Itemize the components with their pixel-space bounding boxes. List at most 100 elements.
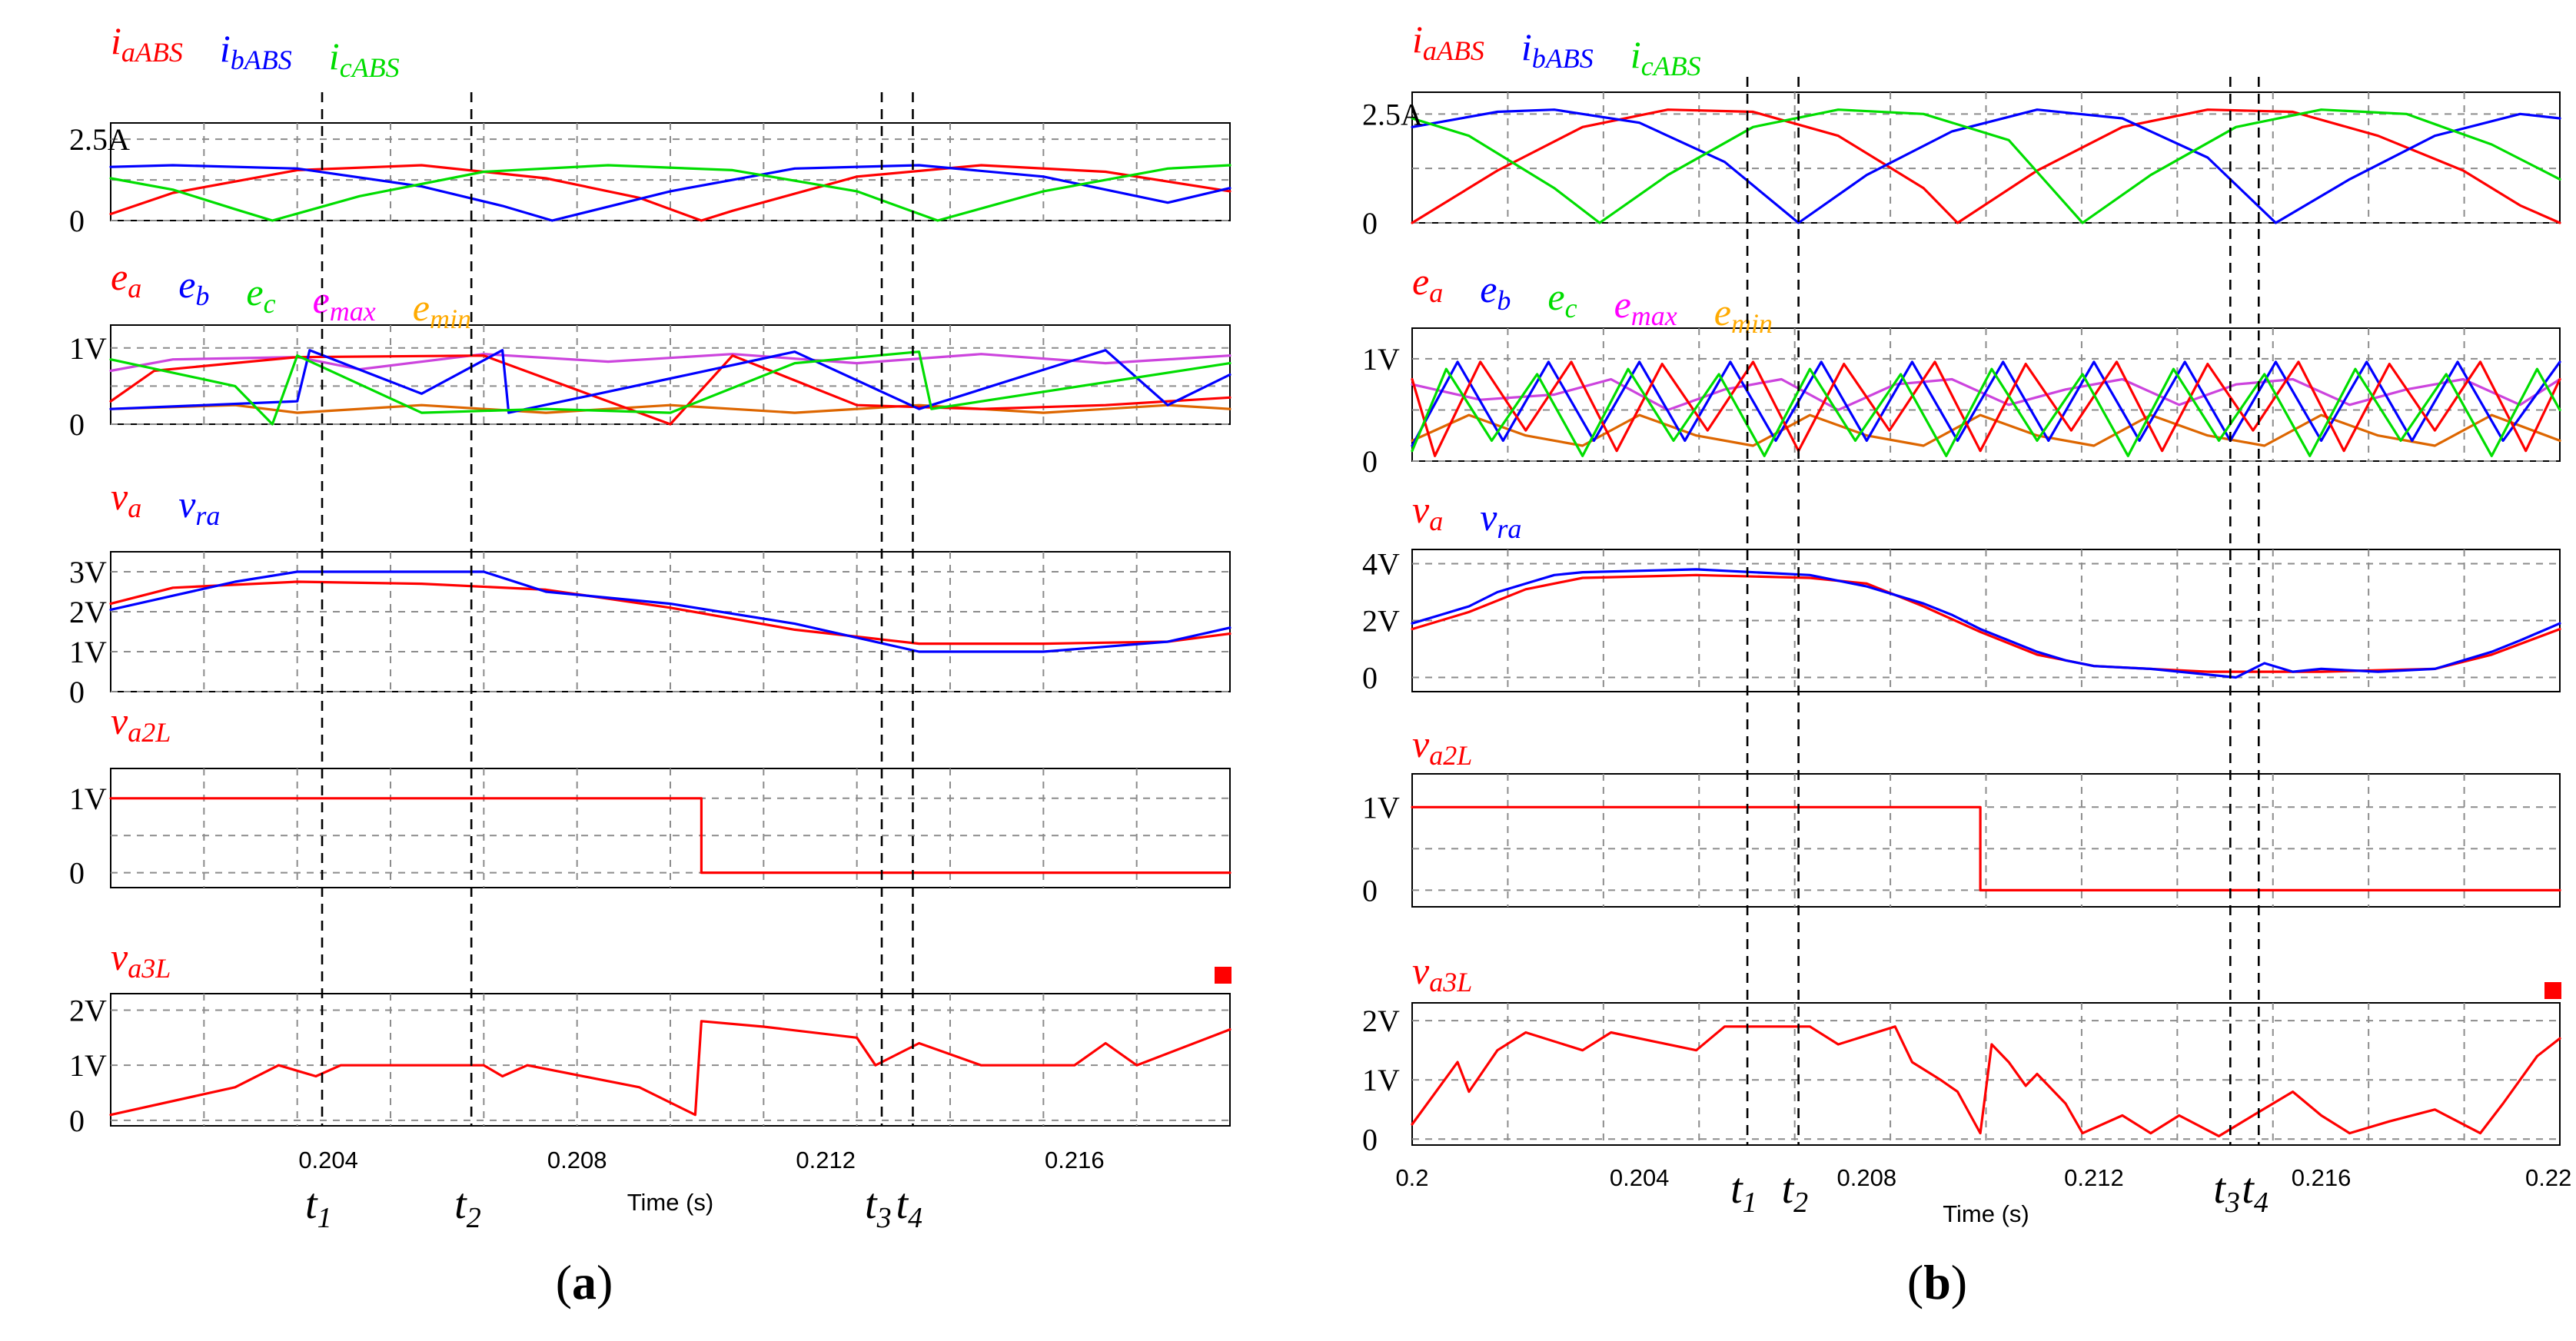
legend-item-sub: aABS — [121, 37, 183, 68]
legend-item-vra: v — [178, 483, 196, 526]
legend-3: va vra — [111, 475, 220, 531]
legend-1: iaABS ibABS icABS — [1412, 18, 1701, 81]
time-marker-label: t4 — [2242, 1165, 2269, 1219]
legend-4: va2L — [1412, 722, 1472, 771]
legend-item-emax: e — [313, 278, 330, 321]
x-tick-label: 0.204 — [298, 1147, 358, 1173]
y-tick-label: 3V — [69, 555, 107, 589]
marker-sub: 2 — [1793, 1187, 1808, 1219]
caption-open: ( — [1907, 1255, 1923, 1309]
legend-item-sub: a — [1429, 506, 1443, 536]
trace-icABS — [109, 164, 1231, 222]
legend-item-sub: a — [128, 273, 141, 304]
legend-item-eb: e — [1480, 267, 1497, 310]
legend-item-iaABS: i — [1412, 18, 1423, 61]
legend-item-sub: min — [430, 304, 471, 334]
y-tick-label: 2V — [1362, 604, 1400, 639]
x-tick-label: 0.22 — [2525, 1164, 2571, 1191]
legend-2: ea eb ec emax emin — [111, 255, 471, 334]
legend-item-vra: v — [1480, 496, 1497, 539]
y-tick-label: 1V — [69, 331, 107, 366]
time-marker-label: t2 — [1782, 1165, 1809, 1219]
legend-item-sub: min — [1731, 308, 1773, 339]
trace-va — [1411, 573, 2561, 673]
legend-5: va3L — [111, 935, 171, 984]
marker-main: t — [2242, 1165, 2255, 1213]
legend-item-eb: e — [178, 263, 195, 306]
figure-caption: (a) — [556, 1255, 613, 1309]
legend-item-icABS: i — [329, 35, 340, 78]
y-tick-label: 0 — [69, 407, 85, 442]
trace-vra — [1411, 568, 2561, 679]
y-tick-label: 0 — [1362, 206, 1378, 241]
y-tick-label: 1V — [1362, 1063, 1400, 1097]
legend-item-sub: b — [1497, 285, 1511, 316]
time-marker-label: t3 — [865, 1180, 892, 1234]
y-tick-label: 0 — [1362, 444, 1378, 479]
legend-item-sub: a — [128, 493, 141, 523]
x-axis-label: Time (s) — [627, 1189, 714, 1216]
legend-item-ec: e — [246, 271, 263, 314]
y-tick-label: 0 — [1362, 1122, 1378, 1157]
marker-main: t — [2213, 1165, 2226, 1213]
trace-vra — [109, 570, 1231, 653]
trace-va2L — [1411, 805, 2561, 891]
caption-close: ) — [597, 1255, 613, 1309]
legend-item-sub: a2L — [1429, 740, 1472, 771]
legend-5: va3L — [1412, 949, 1472, 997]
y-tick-label: 1V — [69, 1048, 107, 1083]
caption-open: ( — [556, 1255, 572, 1309]
legend-item-sub: max — [330, 296, 376, 327]
y-tick-label: 1V — [1362, 790, 1400, 825]
trace-emin — [1411, 413, 2561, 447]
y-tick-label: 1V — [69, 782, 107, 816]
legend-item-emin: e — [1714, 290, 1731, 334]
x-tick-label: 0.212 — [796, 1147, 856, 1173]
legend-item-va2L: v — [111, 699, 128, 742]
marker-main: t — [305, 1180, 318, 1228]
legend-item-sub: a3L — [1429, 967, 1472, 997]
trace-va2L — [109, 797, 1231, 875]
legend-item-va: v — [1412, 488, 1430, 531]
marker-sub: 3 — [876, 1202, 892, 1234]
red-indicator — [2544, 982, 2561, 999]
trace-va — [109, 580, 1231, 646]
legend-item-ibABS: i — [220, 27, 231, 70]
x-tick-label: 0.208 — [1836, 1164, 1896, 1191]
legend-item-sub: ra — [195, 500, 220, 531]
trace-ea — [109, 354, 1231, 426]
y-tick-label: 2V — [69, 595, 107, 629]
x-tick-label: 0.204 — [1610, 1164, 1670, 1191]
legend-3: va vra — [1412, 488, 1521, 544]
legend-item-sub: a2L — [128, 717, 171, 748]
legend-item-sub: bABS — [231, 45, 292, 75]
legend-item-emax: e — [1614, 283, 1631, 326]
y-tick-label: 2.5A — [1362, 97, 1423, 131]
legend-item-ea: e — [1412, 260, 1429, 303]
x-tick-label: 0.2 — [1395, 1164, 1428, 1191]
trace-emax — [1411, 377, 2561, 412]
legend-item-sub: c — [1565, 293, 1577, 324]
trace-eb — [109, 349, 1231, 414]
legend-item-emin: e — [413, 286, 430, 329]
y-tick-label: 2V — [69, 994, 107, 1028]
marker-main: t — [1782, 1165, 1795, 1213]
trace-ec — [109, 350, 1231, 426]
time-marker-label: t4 — [896, 1180, 922, 1234]
trace-iaABS — [1411, 108, 2561, 224]
trace-va3L — [1411, 1025, 2561, 1137]
legend-2: ea eb ec emax emin — [1412, 260, 1773, 339]
marker-sub: 1 — [317, 1202, 332, 1234]
y-tick-label: 2.5A — [69, 122, 130, 157]
marker-main: t — [865, 1180, 878, 1228]
x-axis-label: Time (s) — [1943, 1200, 2029, 1227]
y-tick-label: 0 — [69, 675, 85, 709]
legend-item-sub: cABS — [1641, 51, 1701, 81]
